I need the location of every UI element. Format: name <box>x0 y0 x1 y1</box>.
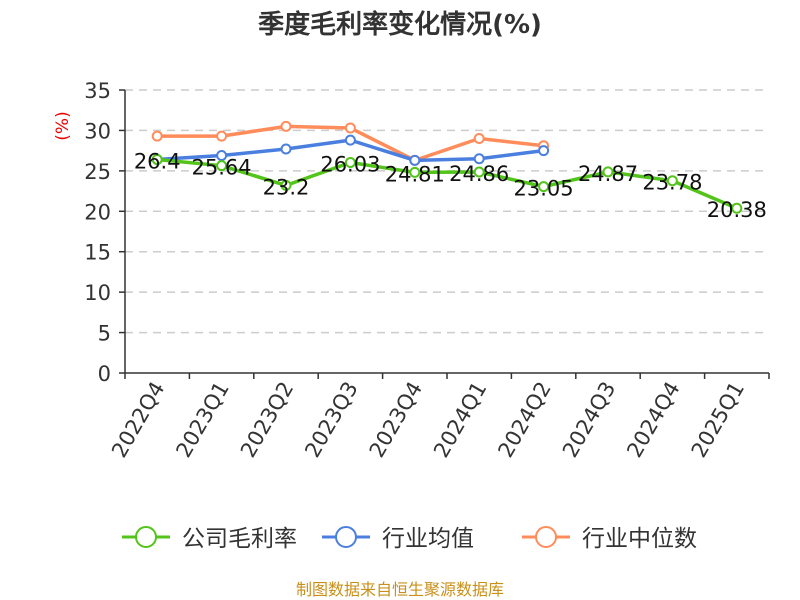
data-point-1 <box>473 153 485 165</box>
data-label: 25.64 <box>192 156 252 180</box>
data-point-0 <box>538 181 550 193</box>
data-point-0 <box>666 175 678 187</box>
data-point-2 <box>151 130 163 142</box>
series-line-0 <box>157 157 738 210</box>
data-point-1 <box>538 145 550 157</box>
data-point-0 <box>602 166 614 178</box>
y-tick-label: 0 <box>98 362 111 386</box>
data-label: 26.03 <box>320 153 380 177</box>
x-tick-label: 2024Q2 <box>493 378 555 462</box>
data-point-1 <box>409 154 421 166</box>
legend-marker <box>335 526 357 548</box>
y-tick-label: 35 <box>84 79 111 103</box>
y-tick-label: 15 <box>84 241 111 265</box>
x-tick-label: 2024Q3 <box>558 378 620 462</box>
data-point-0 <box>280 179 292 191</box>
data-label: 24.81 <box>385 162 445 186</box>
data-label: 23.2 <box>263 175 310 199</box>
source-note: 制图数据来自恒生聚源数据库 <box>296 580 504 599</box>
x-tick-label: 2023Q2 <box>236 378 298 462</box>
x-tick-label: 2024Q1 <box>429 378 491 462</box>
y-tick-label: 30 <box>84 119 111 143</box>
data-point-0 <box>473 166 485 178</box>
x-tick-label: 2023Q3 <box>300 378 362 462</box>
legend-marker <box>135 526 157 548</box>
y-tick-label: 25 <box>84 160 111 184</box>
legend-label: 公司毛利率 <box>182 526 297 552</box>
data-point-1 <box>216 149 228 161</box>
data-point-0 <box>409 166 421 178</box>
y-axis-label: (%) <box>53 111 73 140</box>
x-tick-label: 2023Q1 <box>171 378 233 462</box>
legend-marker <box>535 526 557 548</box>
data-label: 24.87 <box>578 162 638 186</box>
data-label: 24.86 <box>449 162 509 186</box>
legend-label: 行业中位数 <box>582 526 697 552</box>
data-point-1 <box>280 143 292 155</box>
data-point-0 <box>344 157 356 169</box>
data-label: 23.05 <box>514 177 574 201</box>
data-point-0 <box>151 154 163 166</box>
data-point-2 <box>344 122 356 134</box>
data-point-0 <box>216 160 228 172</box>
chart-title: 季度毛利率变化情况(%) <box>258 9 542 40</box>
x-tick-label: 2024Q4 <box>622 378 684 462</box>
data-point-2 <box>216 130 228 142</box>
data-point-2 <box>473 133 485 145</box>
y-tick-label: 5 <box>98 322 111 346</box>
data-label: 20.38 <box>707 198 767 222</box>
x-tick-label: 2022Q4 <box>107 378 169 462</box>
data-label: 26.4 <box>134 150 181 174</box>
legend-label: 行业均值 <box>382 526 474 552</box>
x-tick-label: 2025Q1 <box>687 378 749 462</box>
data-label: 23.78 <box>642 171 702 195</box>
data-point-0 <box>731 202 743 214</box>
data-point-2 <box>280 120 292 132</box>
y-tick-label: 10 <box>84 281 111 305</box>
data-point-1 <box>344 134 356 146</box>
x-tick-label: 2023Q4 <box>365 378 427 462</box>
y-tick-label: 20 <box>84 200 111 224</box>
